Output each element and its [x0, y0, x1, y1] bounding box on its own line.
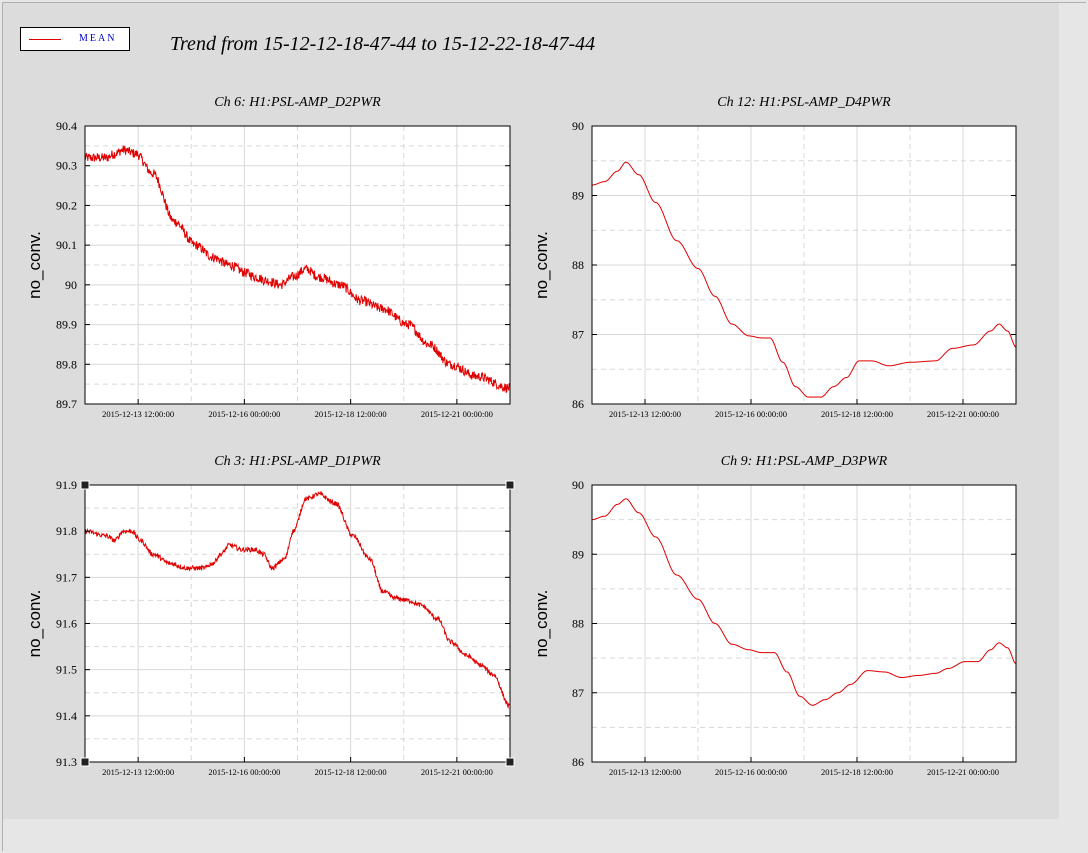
- y-axis-label: no_conv.: [532, 590, 551, 658]
- y-tick-label: 91.4: [56, 709, 77, 723]
- y-axis-label: no_conv.: [25, 231, 44, 299]
- series-line-mean: [591, 161, 1017, 398]
- legend-label: MEAN: [79, 33, 117, 44]
- y-tick-label: 91.3: [56, 755, 77, 769]
- x-tick-label: 2015-12-13 12:00:00: [609, 767, 681, 777]
- x-tick-label: 2015-12-16 00:00:00: [715, 409, 787, 419]
- y-tick-label: 87: [572, 686, 584, 700]
- y-tick-label: 90.1: [56, 238, 77, 252]
- selection-handle: [80, 480, 90, 490]
- y-tick-label: 90.4: [56, 119, 77, 133]
- x-tick-label: 2015-12-16 00:00:00: [208, 767, 280, 777]
- y-tick-label: 89: [572, 547, 584, 561]
- plot-frame: [84, 125, 511, 405]
- y-tick-label: 86: [572, 397, 584, 411]
- y-tick-label: 89.8: [56, 357, 77, 371]
- x-tick-label: 2015-12-21 00:00:00: [927, 767, 999, 777]
- y-tick-label: 90: [572, 119, 584, 133]
- series-line-mean: [84, 145, 511, 394]
- plot-1: 89.7 89.8 89.9 90 90.1 90.2 90.3 90.4 2015-12-13…: [25, 95, 511, 419]
- plot-3: 91.3 91.4 91.5 91.6 91.7 91.8 91.9 2015-12-13 1…: [25, 454, 515, 777]
- series-line-mean: [591, 498, 1017, 706]
- y-tick-label: 86: [572, 755, 584, 769]
- y-tick-label: 91.6: [56, 617, 77, 631]
- y-tick-label: 90: [572, 478, 584, 492]
- y-tick-label: 88: [572, 258, 584, 272]
- plot-title: Ch 9: H1:PSL-AMP_D3PWR: [721, 454, 888, 469]
- x-tick-label: 2015-12-21 00:00:00: [421, 767, 493, 777]
- series-line-mean: [84, 490, 511, 710]
- legend-line-swatch: [29, 39, 61, 40]
- y-tick-label: 89: [572, 189, 584, 203]
- x-tick-label: 2015-12-18 12:00:00: [821, 409, 893, 419]
- page-title: Trend from 15-12-12-18-47-44 to 15-12-22…: [170, 33, 596, 55]
- y-tick-label: 90: [65, 278, 77, 292]
- x-tick-label: 2015-12-18 12:00:00: [315, 767, 387, 777]
- plot-title: Ch 12: H1:PSL-AMP_D4PWR: [717, 95, 891, 110]
- y-axis-label: no_conv.: [532, 231, 551, 299]
- plot-title: Ch 3: H1:PSL-AMP_D1PWR: [214, 454, 381, 469]
- x-tick-label: 2015-12-21 00:00:00: [927, 409, 999, 419]
- x-tick-label: 2015-12-13 12:00:00: [102, 767, 174, 777]
- y-axis-label: no_conv.: [25, 590, 44, 658]
- selection-handle: [505, 757, 515, 767]
- plot-4: 86 87 88 89 90 2015-12-13 12:00:00 2015-12-16 …: [532, 454, 1017, 777]
- y-tick-label: 89.9: [56, 318, 77, 332]
- y-tick-label: 91.8: [56, 524, 77, 538]
- x-tick-label: 2015-12-21 00:00:00: [421, 409, 493, 419]
- y-tick-label: 91.7: [56, 570, 77, 584]
- selection-handle: [80, 757, 90, 767]
- legend-box: MEAN: [20, 27, 130, 51]
- y-tick-label: 88: [572, 617, 584, 631]
- y-tick-label: 91.9: [56, 478, 77, 492]
- x-tick-label: 2015-12-13 12:00:00: [102, 409, 174, 419]
- plot-2: 86 87 88 89 90 2015-12-13 12:00:00 2015-12-16 …: [532, 95, 1017, 419]
- x-tick-label: 2015-12-16 00:00:00: [208, 409, 280, 419]
- plot-title: Ch 6: H1:PSL-AMP_D2PWR: [214, 95, 381, 110]
- y-tick-label: 91.5: [56, 663, 77, 677]
- y-tick-label: 89.7: [56, 397, 77, 411]
- x-tick-label: 2015-12-18 12:00:00: [821, 767, 893, 777]
- x-tick-label: 2015-12-13 12:00:00: [609, 409, 681, 419]
- x-tick-label: 2015-12-16 00:00:00: [715, 767, 787, 777]
- y-tick-label: 87: [572, 328, 584, 342]
- y-tick-label: 90.2: [56, 198, 77, 212]
- selection-handle: [505, 480, 515, 490]
- y-tick-label: 90.3: [56, 159, 77, 173]
- x-tick-label: 2015-12-18 12:00:00: [315, 409, 387, 419]
